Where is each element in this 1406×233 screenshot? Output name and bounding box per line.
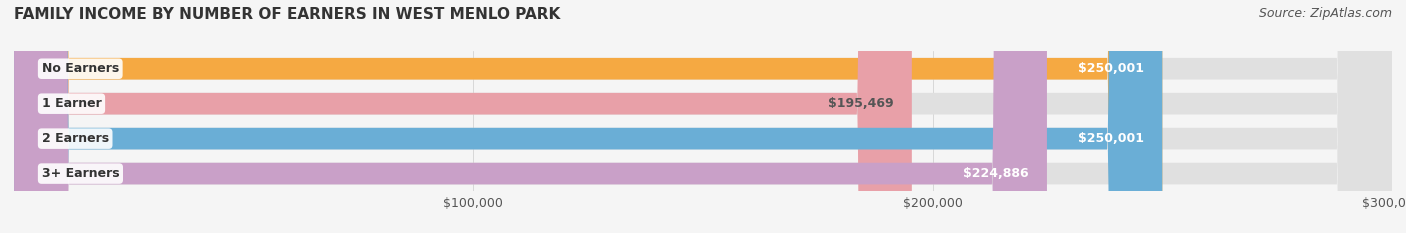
FancyBboxPatch shape <box>14 0 1392 233</box>
FancyBboxPatch shape <box>14 0 912 233</box>
Text: $224,886: $224,886 <box>963 167 1029 180</box>
Text: $195,469: $195,469 <box>828 97 893 110</box>
Text: $250,001: $250,001 <box>1078 132 1144 145</box>
Text: No Earners: No Earners <box>42 62 120 75</box>
Text: 3+ Earners: 3+ Earners <box>42 167 120 180</box>
FancyBboxPatch shape <box>14 0 1392 233</box>
FancyBboxPatch shape <box>14 0 1392 233</box>
Text: FAMILY INCOME BY NUMBER OF EARNERS IN WEST MENLO PARK: FAMILY INCOME BY NUMBER OF EARNERS IN WE… <box>14 7 561 22</box>
Text: 1 Earner: 1 Earner <box>42 97 101 110</box>
FancyBboxPatch shape <box>14 0 1163 233</box>
FancyBboxPatch shape <box>14 0 1047 233</box>
Text: 2 Earners: 2 Earners <box>42 132 108 145</box>
Text: Source: ZipAtlas.com: Source: ZipAtlas.com <box>1258 7 1392 20</box>
Text: $250,001: $250,001 <box>1078 62 1144 75</box>
FancyBboxPatch shape <box>14 0 1392 233</box>
FancyBboxPatch shape <box>14 0 1163 233</box>
